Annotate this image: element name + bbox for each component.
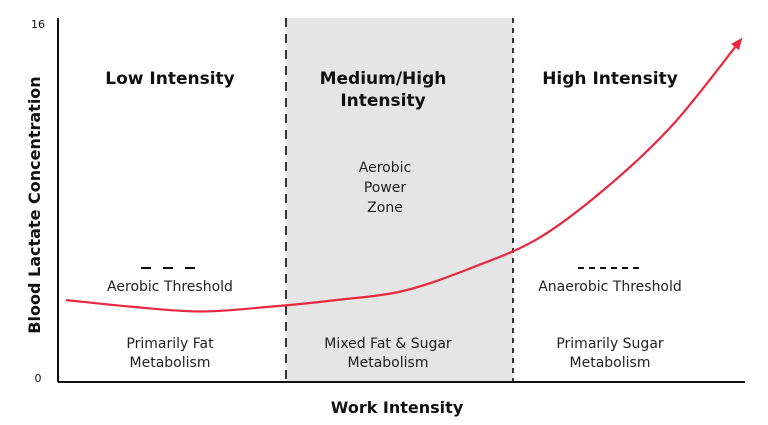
- zone-desc-medium-line1: Mixed Fat & Sugar: [324, 336, 452, 352]
- aerobic-power-zone-line3: Zone: [367, 200, 403, 216]
- zone-desc-low-line1: Primarily Fat: [126, 336, 214, 352]
- lactate-curve-arrowhead: [731, 37, 743, 51]
- zone-title-medium-line1: Medium/High: [320, 69, 447, 89]
- aerobic-power-zone-line2: Power: [364, 180, 407, 196]
- lactate-curve-line: [65, 40, 741, 313]
- y-tick-label-max: 16: [31, 18, 45, 31]
- aerobic-power-zone-line1: Aerobic: [359, 160, 411, 176]
- y-tick-label-min: 0: [35, 372, 42, 385]
- zone-title-low: Low Intensity: [105, 69, 234, 89]
- zone-title-medium-line2: Intensity: [340, 91, 425, 111]
- medium-high-zone-shading: [286, 18, 513, 382]
- zone-desc-high-line2: Metabolism: [570, 355, 651, 371]
- zone-desc-medium-line2: Metabolism: [348, 355, 429, 371]
- x-axis-title: Work Intensity: [331, 398, 464, 417]
- y-axis-title: Blood Lactate Concentration: [25, 76, 44, 333]
- anaerobic-threshold-label: Anaerobic Threshold: [538, 279, 682, 295]
- zone-desc-high-line1: Primarily Sugar: [556, 336, 664, 352]
- zone-desc-low-line2: Metabolism: [130, 355, 211, 371]
- aerobic-threshold-label: Aerobic Threshold: [107, 279, 233, 295]
- zone-title-high: High Intensity: [542, 69, 678, 89]
